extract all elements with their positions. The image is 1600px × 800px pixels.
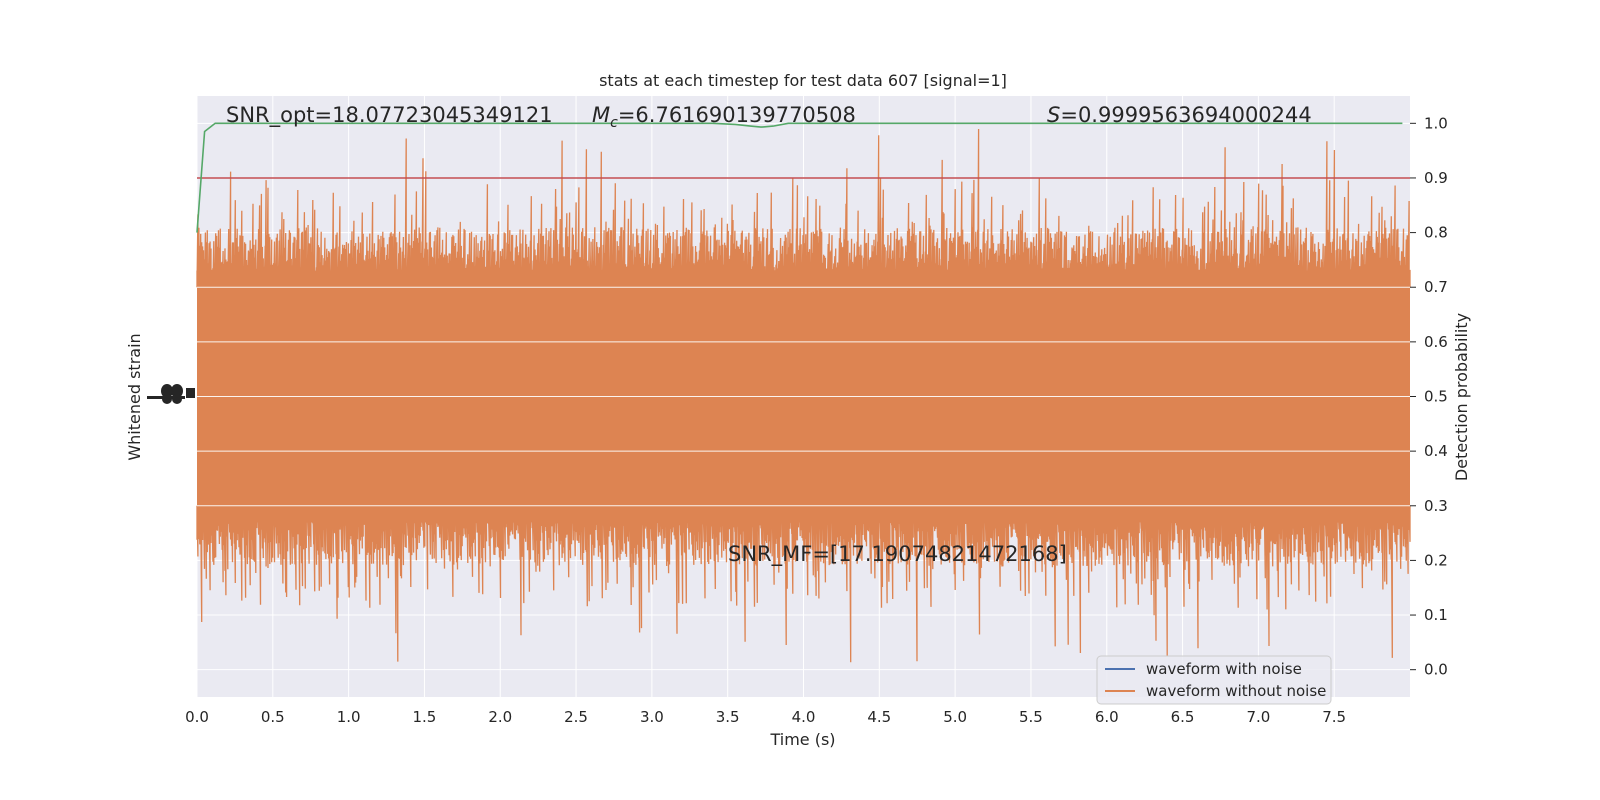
right-tick-label: 0.5 xyxy=(1424,388,1448,406)
chart-title: stats at each timestep for test data 607… xyxy=(599,71,1007,90)
right-tick-label: 0.3 xyxy=(1424,497,1448,515)
x-tick-label: 0.0 xyxy=(185,708,209,726)
x-tick-label: 7.5 xyxy=(1322,708,1346,726)
right-axis-ticks: 0.0 0.1 0.2 0.3 0.4 0.5 0.6 0.7 0.8 0.9 1.0 xyxy=(1410,114,1448,679)
right-tick-label: 0.8 xyxy=(1424,224,1448,242)
x-tick-label: 4.0 xyxy=(792,708,816,726)
right-axis-label: Detection probability xyxy=(1452,313,1471,481)
x-axis-ticks: 0.0 0.5 1.0 1.5 2.0 2.5 3.0 3.5 4.0 4.5 5.0 5.5 6.0 6… xyxy=(185,708,1346,726)
probability-series xyxy=(196,122,1410,233)
right-tick-label: 0.0 xyxy=(1424,661,1448,679)
snr-opt-annotation: SNR_opt=18.07723045349121 xyxy=(226,103,553,128)
x-tick-label: 5.5 xyxy=(1019,708,1043,726)
x-tick-label: 2.5 xyxy=(564,708,588,726)
right-tick-label: 0.4 xyxy=(1424,442,1448,460)
x-tick-label: 6.0 xyxy=(1095,708,1119,726)
chirp-mass-subscript: c xyxy=(610,115,618,131)
snr-mf-annotation: SNR_MF=[17.19074821472168] xyxy=(728,542,1067,567)
right-tick-label: 0.1 xyxy=(1424,606,1448,624)
legend-label-with-noise: waveform with noise xyxy=(1146,660,1302,678)
x-tick-label: 3.0 xyxy=(640,708,664,726)
x-tick-label: 1.0 xyxy=(337,708,361,726)
x-tick-label: 1.5 xyxy=(413,708,437,726)
right-tick-label: 0.2 xyxy=(1424,551,1448,569)
x-tick-label: 4.5 xyxy=(867,708,891,726)
x-tick-label: 3.5 xyxy=(716,708,740,726)
legend-label-without-noise: waveform without noise xyxy=(1146,682,1326,700)
detection-probability-line xyxy=(196,122,1403,233)
x-tick-label: 0.5 xyxy=(261,708,285,726)
left-axis-ticks-artifact xyxy=(147,384,195,404)
x-tick-label: 6.5 xyxy=(1171,708,1195,726)
right-tick-label: 0.7 xyxy=(1424,278,1448,296)
strain-series xyxy=(196,128,1411,663)
right-tick-label: 0.6 xyxy=(1424,333,1448,351)
x-axis-label: Time (s) xyxy=(769,730,835,749)
left-axis-label: Whitened strain xyxy=(125,333,144,460)
right-tick-label: 0.9 xyxy=(1424,169,1448,187)
s-annotation: S=0.9999563694000244 xyxy=(1047,103,1312,127)
s-value: =0.9999563694000244 xyxy=(1060,103,1311,127)
x-tick-label: 2.0 xyxy=(488,708,512,726)
x-tick-label: 7.0 xyxy=(1246,708,1270,726)
chirp-mass-symbol: M xyxy=(592,103,610,127)
s-symbol: S xyxy=(1047,103,1060,127)
right-tick-label: 1.0 xyxy=(1424,114,1448,132)
legend: waveform with noise waveform without noi… xyxy=(1096,655,1332,705)
x-tick-label: 5.0 xyxy=(943,708,967,726)
chirp-mass-annotation: Mc=6.761690139770508 xyxy=(592,103,856,131)
chirp-mass-value: =6.761690139770508 xyxy=(618,103,856,127)
legend-box xyxy=(1096,655,1332,705)
